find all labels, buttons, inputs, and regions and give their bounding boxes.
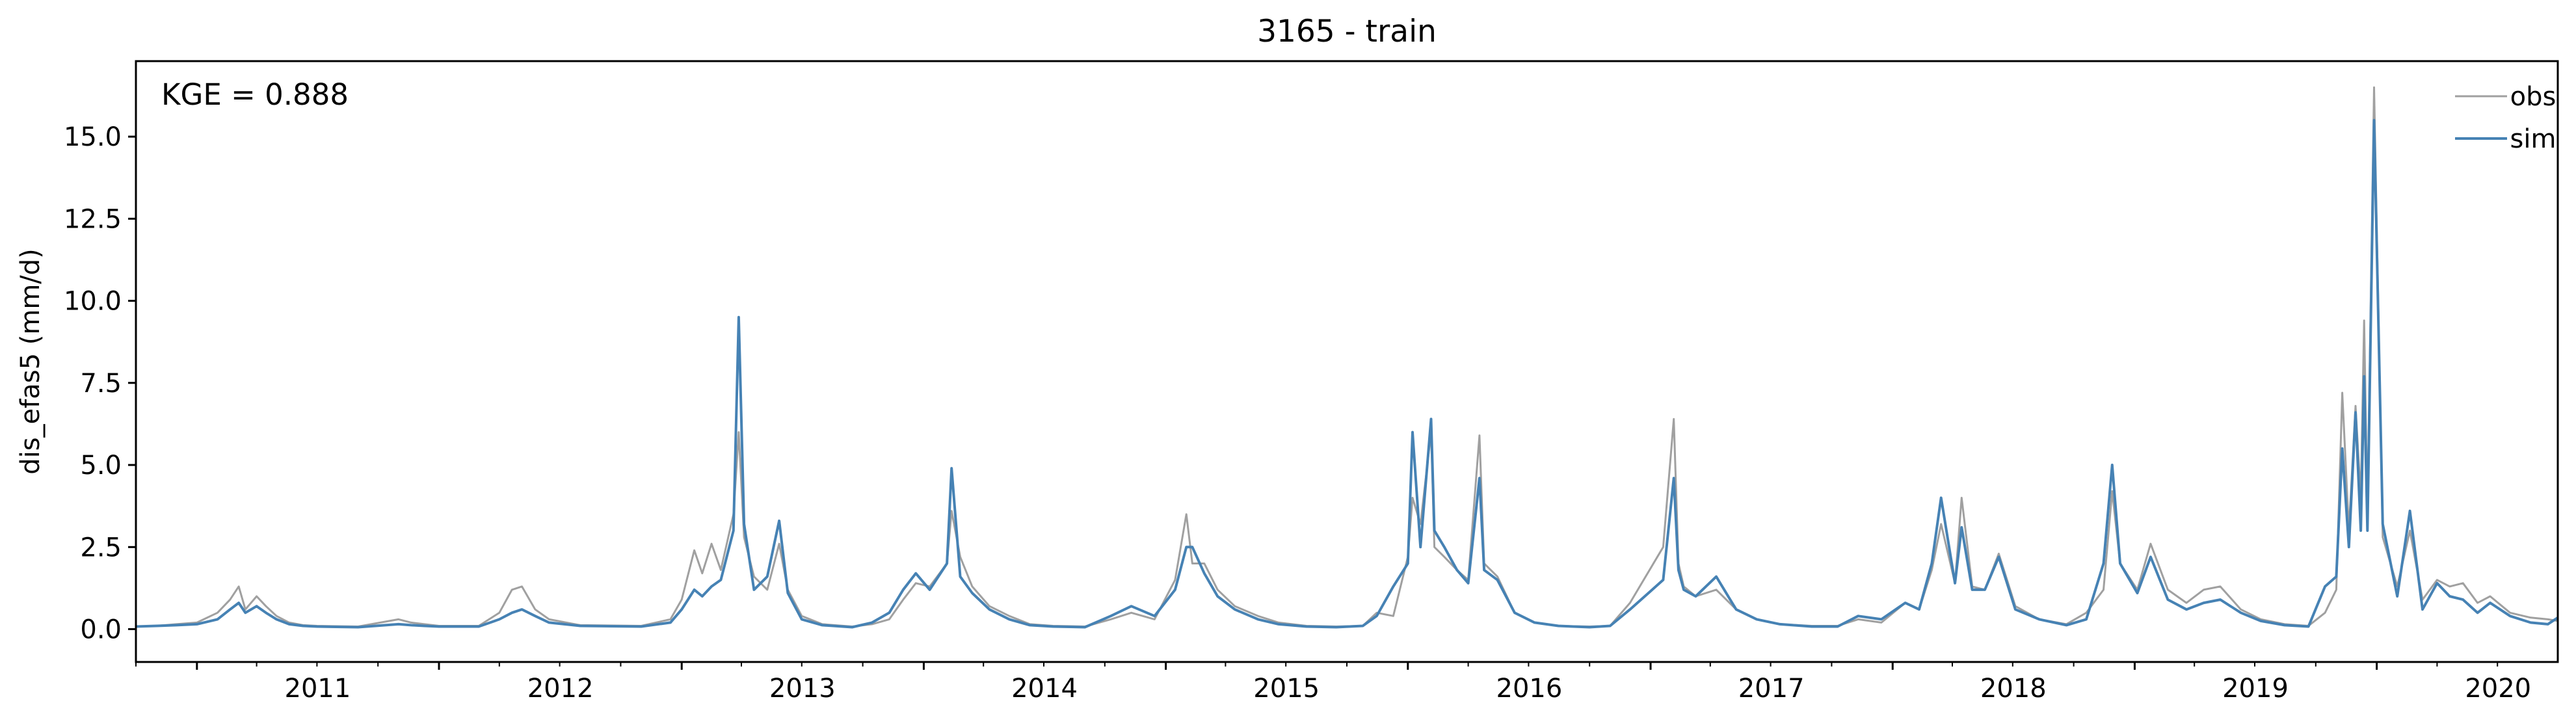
- series-layer: [135, 86, 2559, 629]
- series-line-obs: [135, 86, 2558, 628]
- x-tick-label: 2011: [285, 674, 351, 704]
- x-tick-label: 2012: [527, 674, 594, 704]
- y-tick-label: 7.5: [80, 369, 122, 399]
- y-tick-label: 0.0: [80, 615, 122, 645]
- legend-label-sim: sim: [2510, 124, 2556, 154]
- x-tick-label: 2018: [1980, 674, 2047, 704]
- x-tick-label: 2019: [2222, 674, 2289, 704]
- y-tick-label: 12.5: [64, 204, 122, 234]
- x-tick-label: 2017: [1738, 674, 1805, 704]
- legend-label-obs: obs: [2510, 82, 2556, 112]
- x-tick-label: 2020: [2465, 674, 2531, 704]
- series-line-sim: [135, 118, 2559, 629]
- legend: obs sim: [2455, 82, 2556, 154]
- y-tick-label: 15.0: [64, 122, 122, 152]
- y-tick-label: 2.5: [80, 533, 122, 562]
- y-tick-label: 10.0: [64, 287, 122, 317]
- y-tick-label: 5.0: [80, 451, 122, 481]
- plot-area-frame: [135, 60, 2559, 663]
- x-tick-label: 2015: [1253, 674, 1320, 704]
- y-axis-label: dis_efas5 (mm/d): [16, 248, 46, 475]
- chart-title: 3165 - train: [1257, 14, 1437, 49]
- y-axis: 0.0 2.5 5.0 7.5 10.0 12.5 15.0: [64, 122, 136, 645]
- x-tick-label: 2016: [1496, 674, 1563, 704]
- x-tick-label: 2014: [1011, 674, 1078, 704]
- kge-annotation: KGE = 0.888: [161, 77, 349, 112]
- x-axis: 2011 2012 2013 2014 2015 2016 2017 2018 2019 2020: [135, 662, 2531, 704]
- x-tick-label: 2013: [769, 674, 836, 704]
